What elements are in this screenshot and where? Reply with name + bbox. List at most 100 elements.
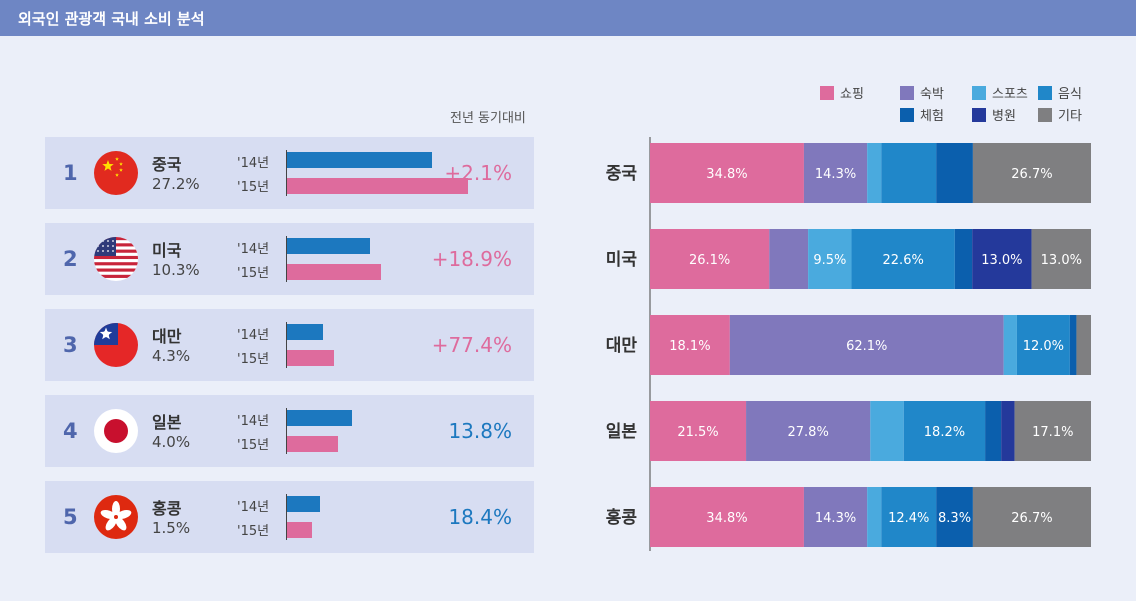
legend-label: 쇼핑: [840, 87, 864, 102]
stack-segment: [972, 487, 1091, 547]
legend-item: 병원: [972, 105, 1016, 124]
stack-segment: [903, 401, 986, 461]
stack-segment: [746, 401, 871, 461]
year-label-2015: '15년: [237, 438, 270, 453]
legend-swatch: [972, 86, 986, 100]
stack-segment: [936, 143, 973, 203]
header-bar: 외국인 관광객 국내 소비 분석: [0, 0, 1136, 36]
japan-flag-icon: [94, 409, 138, 453]
stack-segment: [954, 229, 973, 289]
data-label: 62.1%: [846, 339, 887, 354]
rank-number: 3: [63, 333, 78, 357]
rank-number: 1: [63, 161, 78, 185]
rank-row: 4 일본 4.0% '14년 '15년 13.8%: [45, 395, 534, 467]
stack-segment: [1031, 229, 1091, 289]
stack-segment: [803, 487, 868, 547]
country-share: 4.0%: [152, 433, 191, 451]
country-share: 10.3%: [152, 261, 200, 279]
legend-label: 병원: [992, 109, 1016, 124]
stack-segment: [851, 229, 955, 289]
data-label: 9.5%: [813, 253, 846, 268]
data-label: 26.1%: [689, 253, 730, 268]
rank-row: 5 홍콩 1.5% '14년 '15년 18.4%: [45, 481, 534, 553]
usa-flag-icon: [94, 237, 138, 281]
bar-axis-line: [286, 322, 287, 368]
yoy-change: +77.4%: [431, 333, 512, 357]
legend-swatch: [1038, 86, 1052, 100]
data-label: 13.0%: [1041, 253, 1082, 268]
stack-segment: [867, 487, 882, 547]
stack-segment: [881, 143, 937, 203]
rank-number: 5: [63, 505, 78, 529]
rank-number: 2: [63, 247, 78, 271]
data-label: 18.1%: [669, 339, 710, 354]
legend-item: 기타: [1038, 105, 1082, 124]
yoy-change: 18.4%: [448, 505, 512, 529]
stack-segment: [650, 487, 804, 547]
stack-segment: [870, 401, 904, 461]
legend-label: 스포츠: [992, 87, 1028, 102]
yoy-change: 13.8%: [448, 419, 512, 443]
legend-label: 기타: [1058, 109, 1082, 124]
bar-2014: [287, 324, 323, 340]
data-label: 14.3%: [815, 167, 856, 182]
bar-2014: [287, 496, 320, 512]
legend-swatch: [900, 86, 914, 100]
country-name: 중국: [152, 155, 182, 174]
bar-2014: [287, 152, 432, 168]
stack-segment: [972, 143, 1091, 203]
yoy-change: +2.1%: [444, 161, 512, 185]
legend-swatch: [972, 108, 986, 122]
year-label-2014: '14년: [237, 500, 270, 515]
country-name: 대만: [152, 327, 182, 346]
legend-item: 체험: [900, 105, 944, 124]
yoy-change: +18.9%: [431, 247, 512, 271]
stack-segment: [1076, 315, 1091, 375]
yoy-column-header: 전년 동기대비: [450, 111, 526, 126]
legend-label: 음식: [1058, 87, 1082, 102]
stack-segment: [972, 229, 1032, 289]
stack-segment: [650, 229, 770, 289]
country-share: 27.2%: [152, 175, 200, 193]
rank-row: 3 대만 4.3% '14년 '15년 +77.4%: [45, 309, 534, 381]
year-label-2014: '14년: [237, 156, 270, 171]
data-label: 22.6%: [883, 253, 924, 268]
year-label-2014: '14년: [237, 242, 270, 257]
bar-2014: [287, 410, 352, 426]
bar-axis-line: [286, 236, 287, 282]
data-label: 27.8%: [788, 425, 829, 440]
rank-row: 1 중국 27.2% '14년 '15년 +2.1%: [45, 137, 534, 209]
data-label: 26.7%: [1011, 511, 1052, 526]
bar-2014: [287, 238, 370, 254]
bar-2015: [287, 522, 312, 538]
year-label-2014: '14년: [237, 414, 270, 429]
legend-swatch: [1038, 108, 1052, 122]
data-label: 17.1%: [1032, 425, 1073, 440]
legend-swatch: [820, 86, 834, 100]
country-name: 일본: [152, 413, 182, 432]
category-label: 대만: [606, 336, 638, 356]
stack-segment: [650, 401, 747, 461]
page-title: 외국인 관광객 국내 소비 분석: [18, 10, 205, 28]
bar-axis-line: [286, 494, 287, 540]
stack-segment: [936, 487, 973, 547]
data-label: 13.0%: [981, 253, 1022, 268]
data-label: 8.3%: [938, 511, 971, 526]
category-label: 일본: [606, 422, 638, 442]
country-name: 홍콩: [152, 499, 182, 518]
data-label: 34.8%: [706, 511, 747, 526]
stack-segment: [803, 143, 868, 203]
stack-segment: [650, 315, 730, 375]
legend-label: 체험: [920, 109, 944, 124]
bar-2015: [287, 264, 381, 280]
legend-item: 쇼핑: [820, 83, 864, 102]
legend-item: 음식: [1038, 83, 1082, 102]
stack-segment: [1016, 315, 1070, 375]
legend-label: 숙박: [920, 87, 944, 102]
legend-item: 숙박: [900, 83, 944, 102]
stack-segment: [769, 229, 809, 289]
stack-segment: [1069, 315, 1077, 375]
stack-segment: [1001, 401, 1015, 461]
